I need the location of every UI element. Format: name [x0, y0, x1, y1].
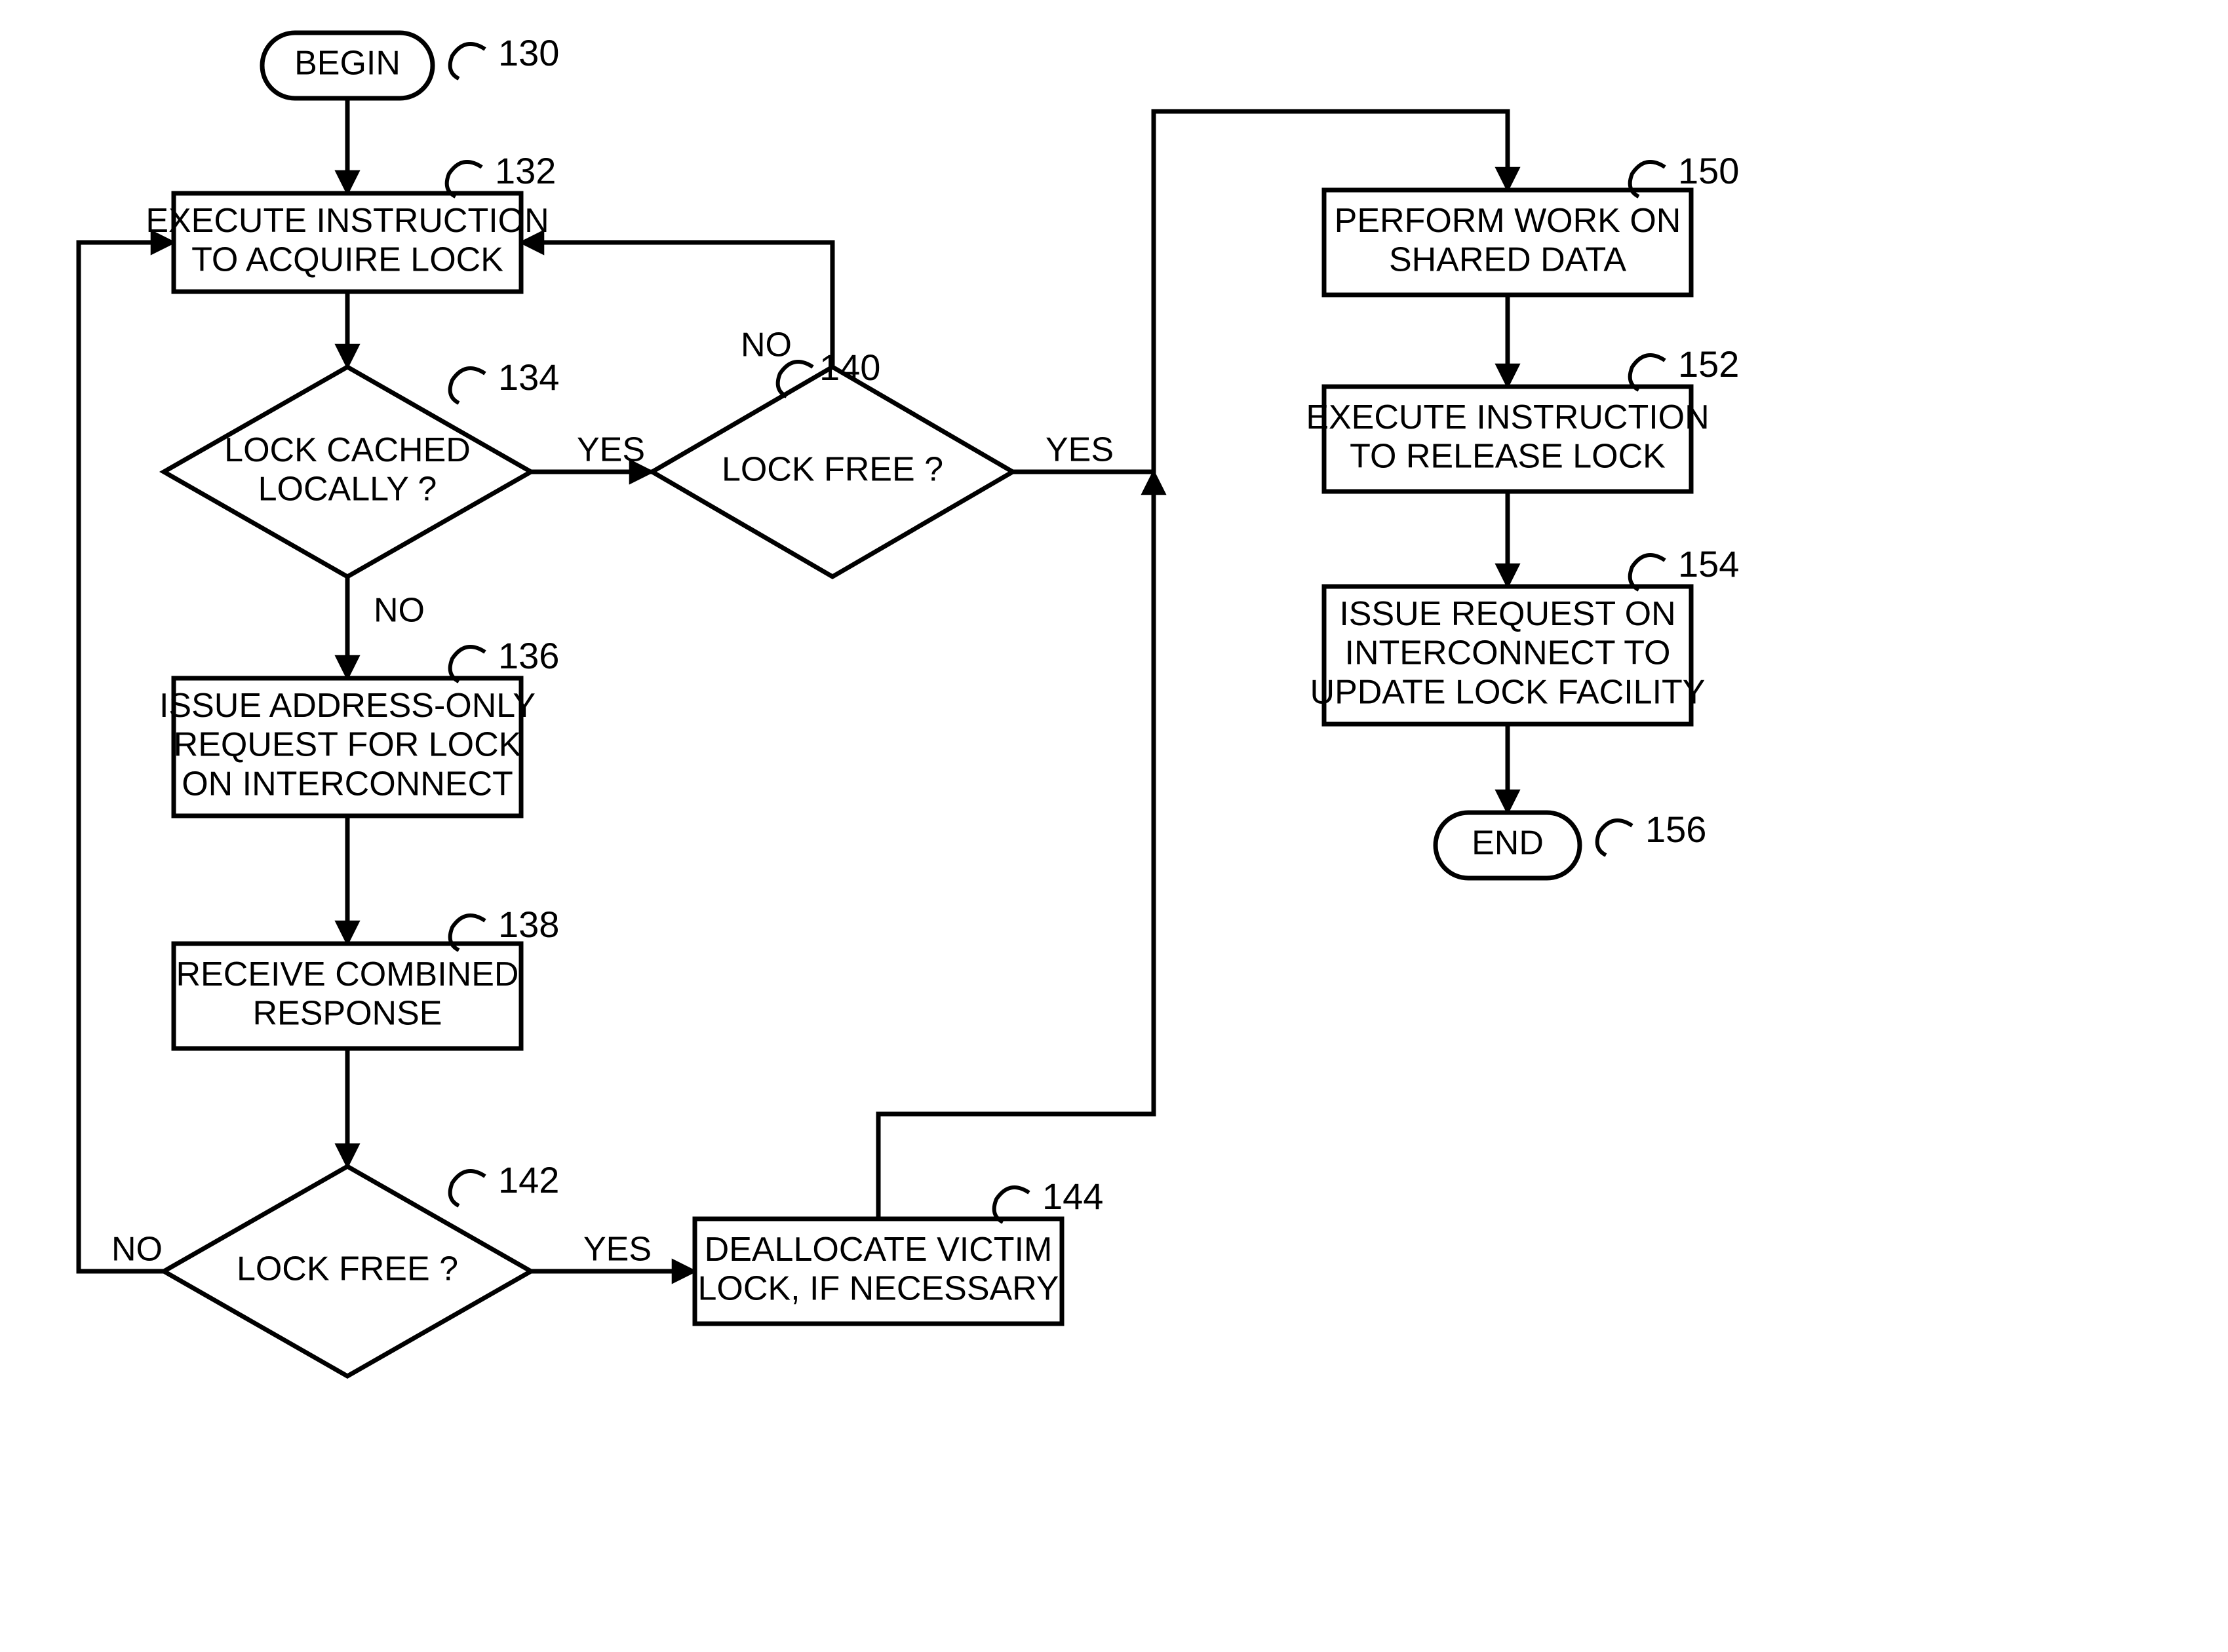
node-n144: DEALLOCATE VICTIMLOCK, IF NECESSARY: [695, 1219, 1062, 1324]
node-n150: PERFORM WORK ONSHARED DATA: [1324, 190, 1691, 295]
edge-label-e142_132_no: NO: [111, 1231, 163, 1269]
node-text-n154-2: UPDATE LOCK FACILITY: [1310, 674, 1706, 712]
node-n140: LOCK FREE ?: [652, 367, 1013, 577]
edge-label-e134_140_yes: YES: [577, 431, 645, 469]
ref-hook-n134: [450, 368, 485, 403]
ref-number-n142: 142: [498, 1159, 559, 1201]
ref-number-n152: 152: [1678, 343, 1739, 385]
flowchart-canvas: YESNOYESNONOYESBEGINEXECUTE INSTRUCTIONT…: [0, 0, 2228, 1652]
node-text-n156-0: END: [1472, 824, 1544, 862]
ref-number-n150: 150: [1678, 150, 1739, 191]
node-text-n144-0: DEALLOCATE VICTIM: [705, 1231, 1053, 1269]
ref-number-n154: 154: [1678, 543, 1739, 585]
node-n154: ISSUE REQUEST ONINTERCONNECT TOUPDATE LO…: [1310, 586, 1706, 724]
node-text-n136-2: ON INTERCONNECT: [182, 765, 513, 803]
edge-e144_junction: [878, 472, 1154, 1219]
node-text-n132-0: EXECUTE INSTRUCTION: [146, 202, 549, 240]
node-text-n130-0: BEGIN: [294, 45, 401, 83]
ref-hook-n156: [1597, 820, 1632, 855]
node-text-n132-1: TO ACQUIRE LOCK: [191, 241, 503, 279]
edge-e142_132_no: [79, 242, 174, 1271]
node-text-n134-0: LOCK CACHED: [224, 431, 471, 469]
edge-label-e142_144_yes: YES: [583, 1231, 652, 1269]
ref-number-n130: 130: [498, 32, 559, 73]
ref-number-n134: 134: [498, 356, 559, 398]
edge-label-e134_136_no: NO: [374, 592, 425, 630]
node-n134: LOCK CACHEDLOCALLY ?: [164, 367, 531, 577]
node-text-n154-1: INTERCONNECT TO: [1345, 634, 1671, 672]
node-text-n152-0: EXECUTE INSTRUCTION: [1306, 398, 1709, 436]
node-n136: ISSUE ADDRESS-ONLYREQUEST FOR LOCKON INT…: [159, 678, 536, 816]
edge-label-e140_150_yes: YES: [1046, 431, 1114, 469]
node-text-n138-1: RESPONSE: [253, 995, 442, 1033]
node-text-n136-1: REQUEST FOR LOCK: [174, 726, 522, 764]
node-n142: LOCK FREE ?: [164, 1166, 531, 1376]
node-text-n142-0: LOCK FREE ?: [237, 1250, 458, 1288]
node-text-n154-0: ISSUE REQUEST ON: [1339, 595, 1675, 633]
node-n138: RECEIVE COMBINEDRESPONSE: [174, 944, 521, 1048]
node-n130: BEGIN: [262, 33, 433, 98]
node-text-n134-1: LOCALLY ?: [258, 471, 437, 509]
ref-number-n138: 138: [498, 904, 559, 945]
node-n152: EXECUTE INSTRUCTIONTO RELEASE LOCK: [1306, 387, 1709, 491]
node-text-n138-0: RECEIVE COMBINED: [176, 955, 519, 993]
node-text-n152-1: TO RELEASE LOCK: [1350, 438, 1666, 476]
ref-hook-n130: [450, 44, 485, 79]
node-n132: EXECUTE INSTRUCTIONTO ACQUIRE LOCK: [146, 193, 549, 292]
edge-label-e140_132_no: NO: [741, 326, 792, 364]
node-text-n140-0: LOCK FREE ?: [722, 451, 943, 489]
node-text-n136-0: ISSUE ADDRESS-ONLY: [159, 687, 536, 725]
ref-number-n132: 132: [495, 150, 556, 191]
ref-number-n136: 136: [498, 635, 559, 676]
node-n156: END: [1436, 813, 1580, 878]
ref-number-n144: 144: [1042, 1176, 1103, 1217]
node-text-n150-1: SHARED DATA: [1389, 241, 1626, 279]
ref-number-n156: 156: [1645, 809, 1706, 850]
ref-hook-n142: [450, 1171, 485, 1206]
node-text-n150-0: PERFORM WORK ON: [1335, 202, 1681, 240]
node-text-n144-1: LOCK, IF NECESSARY: [698, 1270, 1059, 1308]
ref-number-n140: 140: [819, 347, 880, 388]
nodes-layer: BEGINEXECUTE INSTRUCTIONTO ACQUIRE LOCKL…: [146, 33, 1709, 1376]
